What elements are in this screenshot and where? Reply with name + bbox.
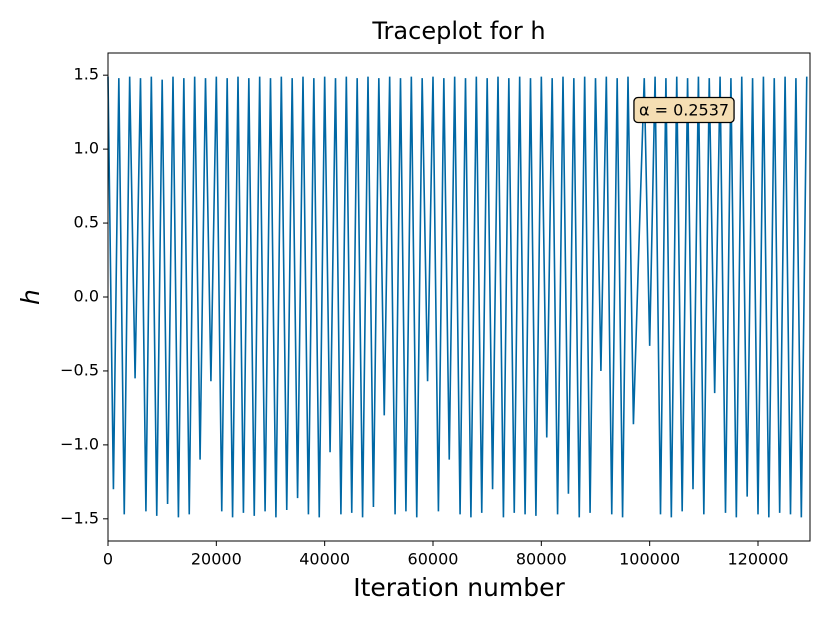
x-tick-label: 40000 bbox=[299, 550, 350, 569]
x-tick-label: 80000 bbox=[516, 550, 567, 569]
annotation-text: α = 0.2537 bbox=[639, 101, 729, 120]
y-tick-label: 0.0 bbox=[74, 287, 99, 306]
y-axis-label: h bbox=[16, 289, 45, 305]
y-tick-label: −1.0 bbox=[60, 434, 99, 453]
annotation: α = 0.2537 bbox=[633, 96, 735, 124]
chart-title: Traceplot for h bbox=[371, 17, 545, 45]
x-tick-label: 20000 bbox=[191, 550, 242, 569]
x-tick-label: 120000 bbox=[727, 550, 788, 569]
x-tick-label: 100000 bbox=[619, 550, 680, 569]
y-tick-label: 1.0 bbox=[74, 139, 99, 158]
x-axis-label: Iteration number bbox=[353, 573, 565, 602]
y-tick-label: −0.5 bbox=[60, 360, 99, 379]
x-tick-label: 0 bbox=[103, 550, 113, 569]
x-tick-label: 60000 bbox=[408, 550, 459, 569]
trace-line bbox=[107, 76, 808, 518]
y-tick-label: −1.5 bbox=[60, 508, 99, 527]
annotation-box bbox=[633, 96, 735, 124]
y-tick-label: 1.5 bbox=[74, 65, 99, 84]
y-tick-label: 0.5 bbox=[74, 213, 99, 232]
